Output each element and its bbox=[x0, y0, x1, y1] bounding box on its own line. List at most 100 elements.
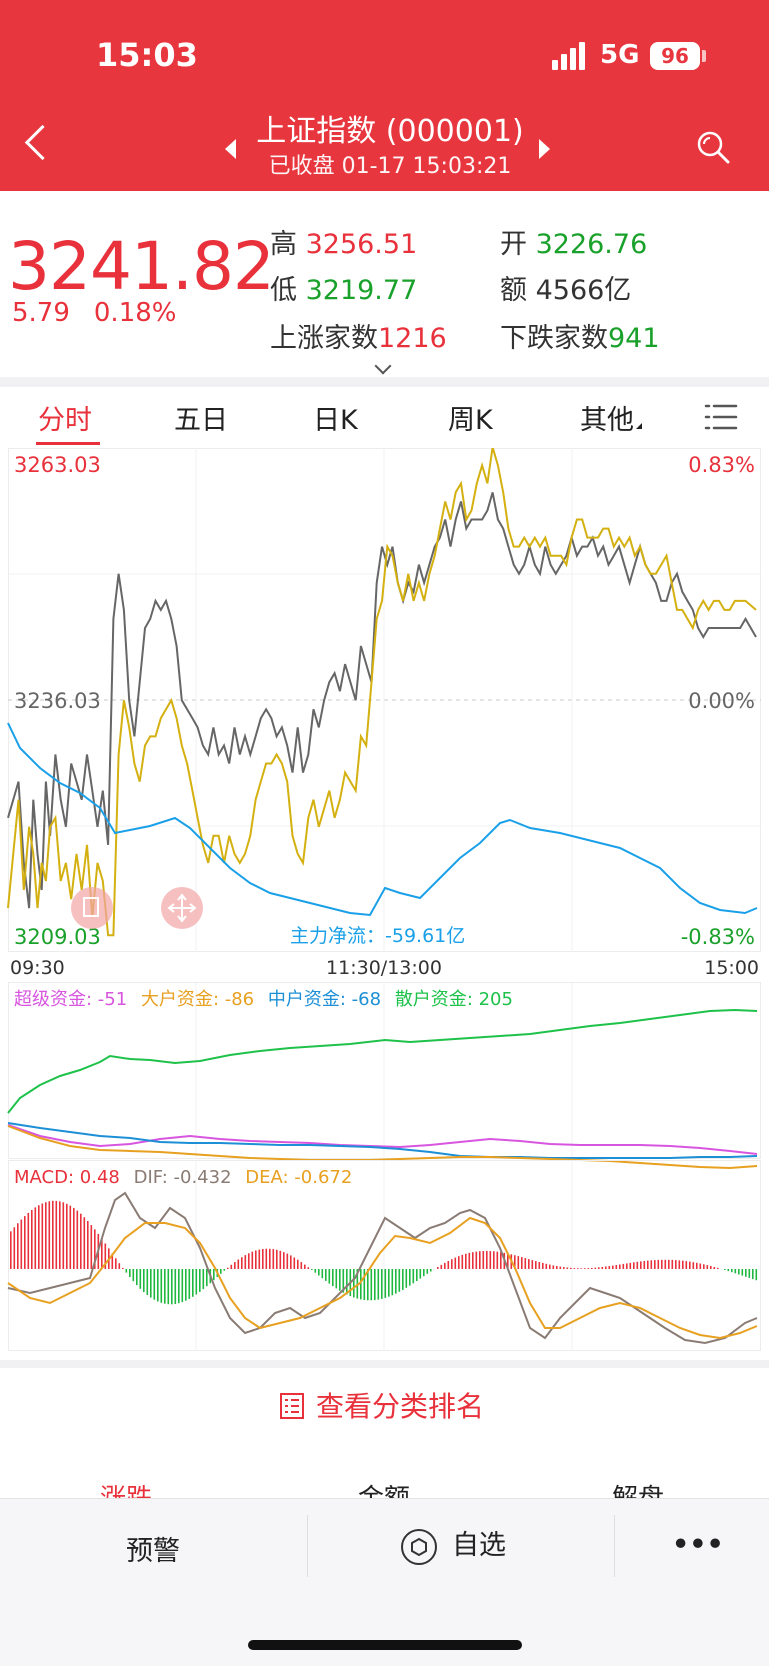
macd-bar bbox=[182, 1269, 184, 1302]
expand-chevron-icon[interactable] bbox=[375, 358, 392, 375]
macd-bar bbox=[290, 1255, 292, 1269]
macd-bar bbox=[21, 1220, 23, 1269]
macd-legend: MACD: 0.48 DIF: -0.432 DEA: -0.672 bbox=[14, 1167, 352, 1188]
macd-bar bbox=[640, 1261, 642, 1269]
macd-bar bbox=[234, 1262, 236, 1269]
settings-list-icon[interactable] bbox=[704, 402, 738, 432]
macd-bar bbox=[45, 1202, 47, 1269]
tab-daily-k[interactable]: 日K bbox=[313, 398, 358, 437]
macd-bar bbox=[10, 1231, 12, 1269]
divider bbox=[0, 377, 769, 387]
macd-bar bbox=[409, 1269, 411, 1286]
tab-weekly-k[interactable]: 周K bbox=[448, 398, 493, 437]
intraday-chart[interactable]: 3263.03 3236.03 3209.03 0.83% 0.00% -0.8… bbox=[0, 448, 769, 1368]
macd-bar bbox=[518, 1256, 520, 1269]
price-grid bbox=[8, 448, 761, 952]
macd-bar bbox=[546, 1264, 548, 1269]
more-icon[interactable]: ••• bbox=[672, 1529, 724, 1560]
macd-bar bbox=[413, 1269, 415, 1283]
macd-bar bbox=[483, 1251, 485, 1269]
macd-bar bbox=[462, 1255, 464, 1269]
dif-sep: : bbox=[162, 1167, 174, 1188]
macd-bar bbox=[528, 1259, 530, 1269]
macd-bar bbox=[682, 1261, 684, 1269]
copy-icon[interactable] bbox=[71, 887, 113, 929]
dropdown-icon bbox=[636, 423, 642, 429]
super-fund-line bbox=[8, 1125, 757, 1154]
macd-bar bbox=[521, 1257, 523, 1269]
back-icon[interactable] bbox=[25, 125, 60, 160]
list-icon bbox=[280, 1393, 304, 1419]
macd-bar bbox=[651, 1260, 653, 1269]
tab-intraday[interactable]: 分时 bbox=[38, 398, 92, 437]
low-stat: 低 3219.77 bbox=[270, 268, 417, 307]
macd-bar bbox=[724, 1269, 726, 1270]
macd-bar bbox=[199, 1269, 201, 1292]
watchlist-button[interactable]: 自选 bbox=[400, 1523, 506, 1566]
macd-bar bbox=[630, 1263, 632, 1269]
macd-bar bbox=[143, 1269, 145, 1292]
next-stock-icon[interactable] bbox=[539, 139, 550, 159]
macd-bar bbox=[35, 1207, 37, 1269]
macd-bar bbox=[644, 1261, 646, 1269]
macd-bar bbox=[140, 1269, 142, 1289]
macd-bar bbox=[497, 1252, 499, 1269]
macd-bar bbox=[619, 1265, 621, 1270]
page-subtitle: 已收盘 01-17 15:03:21 bbox=[250, 148, 530, 180]
macd-bar bbox=[385, 1269, 387, 1298]
macd-bar bbox=[56, 1201, 58, 1269]
macd-bar bbox=[171, 1269, 173, 1304]
macd-bar bbox=[696, 1263, 698, 1269]
macd-bar bbox=[455, 1258, 457, 1269]
main-fund-flow-line bbox=[8, 723, 757, 915]
macd-bar bbox=[539, 1262, 541, 1269]
macd-bar bbox=[66, 1204, 68, 1269]
macd-bar bbox=[24, 1216, 26, 1269]
battery-tip bbox=[702, 50, 706, 62]
macd-bar bbox=[441, 1265, 443, 1269]
up-value: 1216 bbox=[378, 323, 447, 354]
open-value: 3226.76 bbox=[536, 229, 648, 260]
macd-bar bbox=[700, 1264, 702, 1270]
view-category-ranking-button[interactable]: 查看分类排名 bbox=[280, 1385, 484, 1425]
y-label-mid: 3236.03 bbox=[14, 689, 101, 713]
macd-bar bbox=[150, 1269, 152, 1298]
macd-bar bbox=[329, 1269, 331, 1284]
macd-bar bbox=[598, 1267, 600, 1269]
macd-bar bbox=[129, 1269, 131, 1277]
rank-button-label: 查看分类排名 bbox=[316, 1390, 484, 1423]
tab-other[interactable]: 其他 bbox=[580, 398, 642, 437]
macd-bar bbox=[731, 1269, 733, 1272]
dif-name: DIF bbox=[134, 1167, 163, 1188]
tab-five-day[interactable]: 五日 bbox=[174, 398, 228, 437]
macd-bar bbox=[388, 1269, 390, 1297]
macd-bar bbox=[353, 1269, 355, 1298]
battery-icon: 96 bbox=[650, 42, 700, 70]
x-label-mid: 11:30/13:00 bbox=[326, 957, 442, 979]
dea-sep: : bbox=[283, 1167, 295, 1188]
prev-stock-icon[interactable] bbox=[225, 139, 236, 159]
macd-bar bbox=[364, 1269, 366, 1300]
search-icon[interactable] bbox=[696, 130, 730, 164]
macd-bar bbox=[255, 1251, 257, 1270]
network-type: 5G bbox=[600, 40, 639, 70]
top-header: 15:03 5G 96 上证指数 (000001) 已收盘 01-17 15:0… bbox=[0, 0, 769, 191]
macd-bar bbox=[231, 1265, 233, 1269]
macd-bar bbox=[164, 1269, 166, 1304]
macd-bar bbox=[465, 1254, 467, 1269]
macd-bar bbox=[280, 1251, 282, 1269]
macd-bar bbox=[224, 1269, 226, 1271]
high-value: 3256.51 bbox=[306, 229, 418, 260]
legend-mid-sep: : bbox=[340, 989, 352, 1010]
macd-bar bbox=[241, 1257, 243, 1269]
move-icon[interactable] bbox=[161, 887, 203, 929]
macd-bar bbox=[206, 1269, 208, 1286]
macd-bar bbox=[472, 1252, 474, 1269]
legend-retail-sep: : bbox=[467, 989, 479, 1010]
macd-bar bbox=[588, 1268, 590, 1269]
macd-bar bbox=[675, 1260, 677, 1269]
alert-button[interactable]: 预警 bbox=[126, 1529, 180, 1568]
macd-bar bbox=[304, 1265, 306, 1269]
macd-bar bbox=[476, 1252, 478, 1269]
macd-bar bbox=[423, 1269, 425, 1276]
